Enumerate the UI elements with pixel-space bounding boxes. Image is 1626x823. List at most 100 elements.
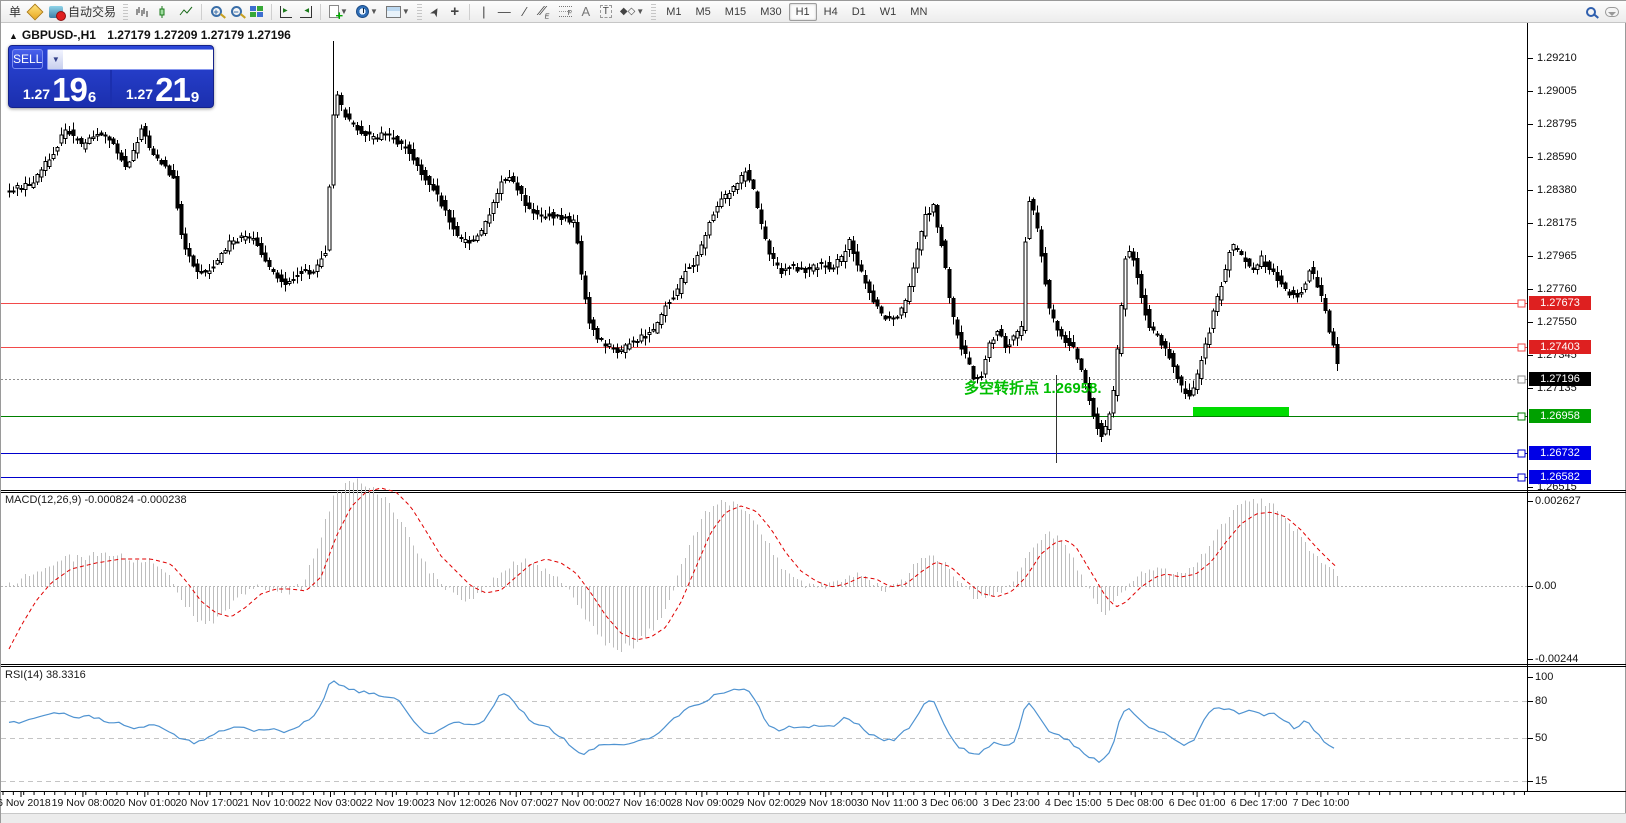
sell-price-prefix: 1.27: [22, 86, 51, 102]
horizontal-line-button[interactable]: —: [494, 2, 515, 22]
new-order-button[interactable]: 单: [5, 2, 25, 22]
vertical-line-button[interactable]: |: [474, 2, 494, 22]
time-axis-label: 3 Dec 23:00: [983, 797, 1040, 809]
candlestick-button[interactable]: [153, 2, 175, 22]
rsi-axis-tick: 80: [1535, 695, 1548, 707]
price-axis-tick: 1.26515: [1537, 481, 1577, 493]
search-button[interactable]: [1581, 2, 1601, 22]
crosshair-icon: +: [450, 3, 460, 20]
time-axis-label: 19 Nov 08:00: [51, 797, 115, 809]
time-axis-label: 27 Nov 16:00: [608, 797, 672, 809]
autotrading-button[interactable]: 自动交易: [45, 2, 120, 22]
price-axis-tick: 1.27965: [1537, 250, 1577, 262]
time-axis-label: 3 Dec 06:00: [921, 797, 978, 809]
autotrading-label: 自动交易: [68, 5, 117, 19]
chart-shift-button[interactable]: [296, 2, 316, 22]
indicators-icon: [329, 5, 343, 23]
annotation-text: 多空转折点 1.26958.: [964, 380, 1102, 397]
vertical-line-icon: |: [482, 4, 486, 19]
macd-signal-line: [8, 487, 1338, 650]
timeframe-button-d1[interactable]: D1: [851, 5, 866, 18]
time-axis-label: 20 Nov 17:00: [175, 797, 238, 809]
zoom-in-button[interactable]: +: [206, 2, 226, 22]
price-axis-tick: 1.28795: [1537, 118, 1577, 130]
price-axis-tick: 1.27760: [1537, 283, 1577, 295]
price-axis-tick: 1.27550: [1537, 316, 1577, 328]
toolbar-drag-handle: [123, 3, 129, 20]
buy-price[interactable]: 1.27 21 9: [112, 70, 213, 108]
candles: [7, 41, 1340, 442]
text-button[interactable]: A: [576, 2, 596, 22]
indicators-button[interactable]: ▼: [325, 2, 352, 23]
macd-label: MACD(12,26,9) -0.000824 -0.000238: [5, 494, 187, 506]
timeframe-button-m1[interactable]: M1: [666, 5, 682, 18]
auto-arrange-button[interactable]: [276, 2, 296, 22]
fibonacci-icon: F: [558, 6, 572, 17]
zoom-out-button[interactable]: −: [226, 2, 246, 22]
price-axis-tick: 1.28590: [1537, 151, 1577, 163]
templates-button[interactable]: ▼: [382, 2, 414, 22]
macd-axis-tick: -0.00244: [1535, 653, 1579, 665]
gem-icon: [26, 3, 44, 20]
search-icon: [1586, 6, 1596, 17]
price-level-label: 1.27196: [1529, 372, 1591, 386]
price-axis-tick: 1.29210: [1537, 52, 1577, 64]
timeframe-button-m5[interactable]: M5: [695, 5, 711, 18]
timeframe-group: M1 M5 M15 M30 H1 H4 D1 W1 MN: [659, 2, 934, 21]
channel-icon: ∕∕E: [540, 2, 550, 21]
green-highlight-bar[interactable]: [1193, 407, 1289, 416]
timeframe-button-h4[interactable]: H4: [823, 5, 838, 18]
text-label-icon: T: [599, 5, 612, 18]
level-connector: [1517, 299, 1526, 308]
macd-axis-tick: 0.00: [1535, 580, 1557, 592]
buy-price-prefix: 1.27: [125, 86, 154, 102]
timeframe-button-m15[interactable]: M15: [724, 5, 747, 18]
bar-chart-button[interactable]: [131, 2, 153, 22]
level-connector: [1517, 343, 1526, 352]
gem-button[interactable]: [25, 2, 45, 22]
arrows-button[interactable]: ◆◇ ▼: [616, 2, 648, 22]
toolbar-drag-handle: [416, 3, 422, 20]
price-level-label: 1.26582: [1529, 470, 1591, 484]
periods-button[interactable]: ▼: [352, 2, 382, 22]
time-axis-label: 29 Nov 02:00: [732, 797, 796, 809]
chevron-down-icon: ▼: [636, 7, 645, 16]
time-axis-label: 22 Nov 19:00: [361, 797, 424, 809]
tile-windows-icon: [250, 6, 264, 17]
timeframe-button-mn[interactable]: MN: [910, 5, 928, 18]
toolbar: 单 自动交易 + − ▼ ▼ ▼ ➤ +: [1, 1, 1626, 23]
zoom-in-icon: +: [210, 6, 222, 17]
price-level-label: 1.27403: [1529, 340, 1591, 354]
fibonacci-button[interactable]: F: [555, 2, 576, 22]
timeframe-button-w1[interactable]: W1: [879, 5, 897, 18]
price-level-label: 1.26958: [1529, 409, 1591, 423]
sell-button[interactable]: SELL: [12, 49, 44, 69]
timeframe-button-m30[interactable]: M30: [760, 5, 782, 18]
rsi-label: RSI(14) 38.3316: [5, 669, 86, 681]
chevron-down-icon: ▼: [401, 7, 410, 16]
bottom-strip: [1, 813, 1626, 823]
volume-input[interactable]: [63, 49, 213, 69]
collapse-panel-icon[interactable]: ▲: [9, 31, 18, 41]
trendline-button[interactable]: ∕: [515, 2, 535, 22]
cursor-button[interactable]: ➤: [425, 2, 445, 22]
rsi-axis-tick: 100: [1535, 671, 1554, 683]
timeframe-button-h1[interactable]: H1: [788, 2, 817, 21]
crosshair-button[interactable]: +: [445, 2, 465, 22]
channel-button[interactable]: ∕∕E: [535, 2, 555, 22]
time-axis-label: 30 Nov 11:00: [856, 797, 919, 809]
tile-windows-button[interactable]: [246, 2, 267, 22]
time-axis-label: 27 Nov 00:00: [546, 797, 610, 809]
line-chart-button[interactable]: [175, 2, 197, 22]
time-axis-label: 4 Dec 15:00: [1044, 797, 1102, 809]
horizontal-line-icon: —: [497, 4, 511, 19]
rsi-line: [8, 680, 1335, 764]
chart-header: ▲ GBPUSD-,H1 1.27179 1.27209 1.27179 1.27…: [9, 28, 291, 42]
buy-price-big: 21: [155, 71, 191, 108]
sell-price[interactable]: 1.27 19 6: [9, 70, 110, 107]
text-label-button[interactable]: T: [596, 2, 616, 22]
chat-button[interactable]: [1601, 2, 1623, 22]
volume-decrease-button[interactable]: ▼: [48, 49, 64, 69]
